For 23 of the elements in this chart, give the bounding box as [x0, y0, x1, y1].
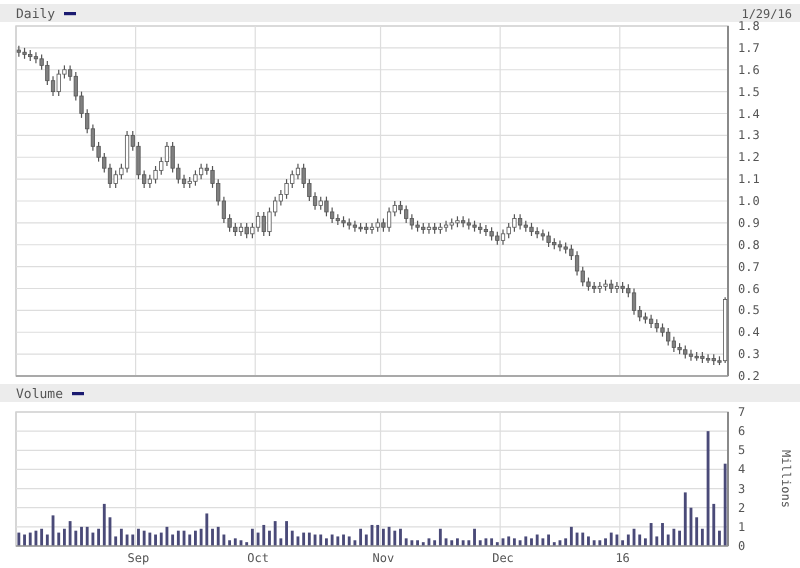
candlestick	[614, 281, 620, 294]
candlestick	[324, 196, 329, 217]
candlestick	[352, 220, 358, 233]
candlestick	[33, 51, 39, 64]
candlestick	[557, 239, 563, 252]
candlestick	[426, 222, 432, 235]
candlestick	[483, 224, 489, 237]
candlestick	[164, 141, 170, 167]
candlestick	[540, 228, 545, 241]
candlestick	[443, 220, 449, 233]
candlestick	[255, 211, 261, 233]
candlestick	[56, 69, 61, 97]
candlestick	[369, 222, 375, 235]
candlestick	[688, 349, 694, 362]
candlestick	[631, 287, 637, 316]
candlestick	[238, 222, 244, 237]
candlestick	[261, 211, 266, 237]
candlestick	[592, 281, 597, 294]
candlestick	[461, 215, 466, 228]
candlestick	[705, 353, 711, 364]
candlestick	[284, 178, 289, 200]
candlestick	[386, 206, 392, 233]
candlestick	[124, 130, 130, 174]
